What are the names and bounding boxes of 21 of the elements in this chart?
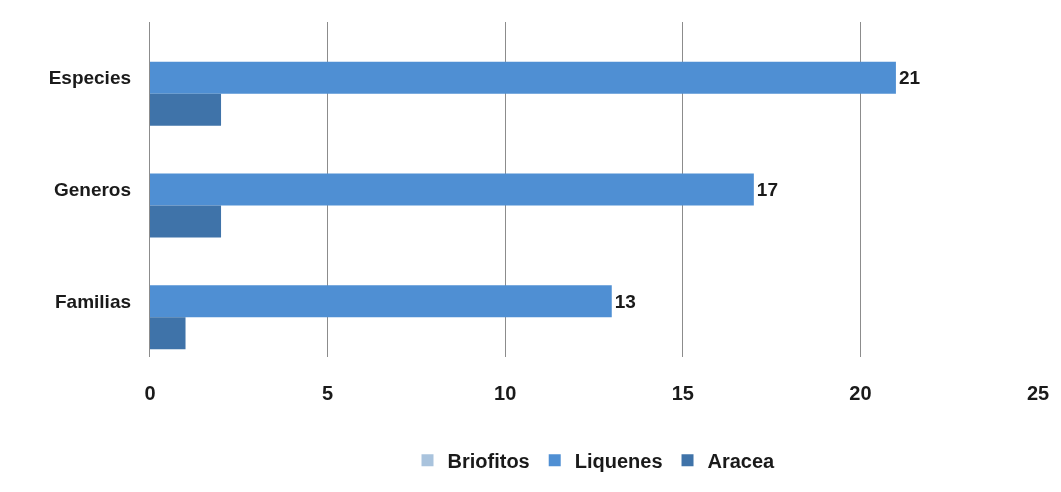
x-tick-label: 20 (849, 382, 872, 404)
x-tick-label: 5 (322, 382, 334, 404)
legend-label: Aracea (707, 450, 776, 473)
bar (150, 285, 612, 318)
x-tick-label: 0 (144, 382, 156, 404)
x-tick-label: 25 (1026, 382, 1050, 404)
legend-label: Liquenes (574, 450, 663, 473)
bar (150, 205, 222, 238)
legend-label: Briofitos (447, 450, 530, 473)
x-tick-label: 15 (671, 382, 694, 404)
bar (150, 173, 754, 206)
y-tick-label: Familias (55, 290, 132, 312)
y-tick-label: Especies (48, 67, 132, 89)
bar (150, 317, 186, 350)
x-tick-label: 10 (494, 382, 517, 404)
y-tick-label: Generos (53, 179, 132, 201)
data-label: 17 (756, 179, 778, 200)
bar (150, 61, 896, 94)
data-label: 13 (614, 290, 636, 312)
data-label: 21 (898, 67, 921, 89)
bar (150, 93, 222, 126)
